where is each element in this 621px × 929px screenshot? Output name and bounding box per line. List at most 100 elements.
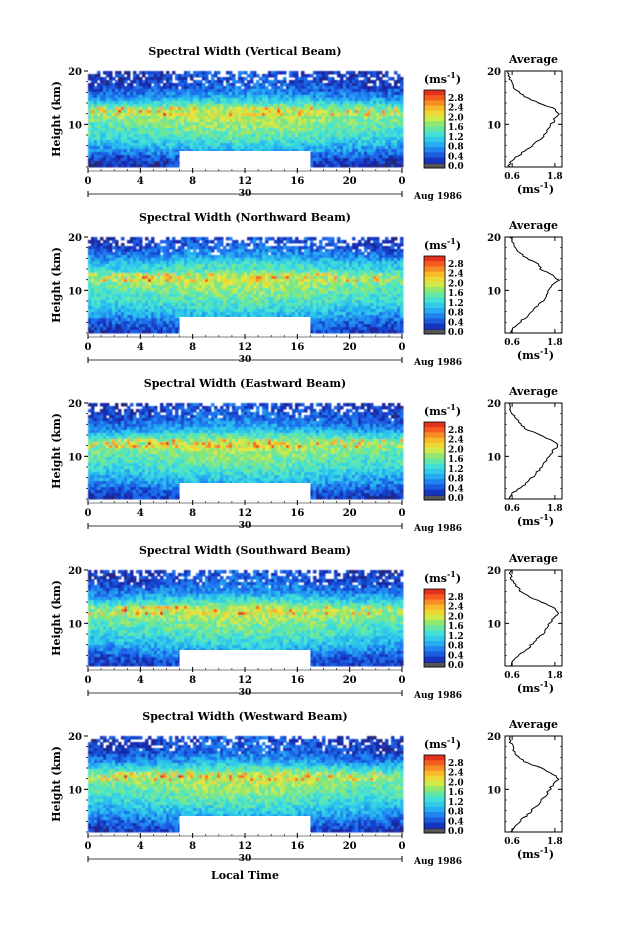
heatmap-cell — [91, 240, 95, 244]
heatmap-cell — [199, 71, 203, 75]
heatmap-cell — [238, 110, 242, 114]
heatmap-cell — [127, 161, 131, 165]
heatmap-cell — [331, 107, 335, 111]
heatmap-cell — [355, 107, 359, 111]
heatmap-cell — [238, 74, 242, 78]
heatmap-cell — [172, 110, 176, 114]
heatmap-cell — [133, 98, 137, 102]
heatmap-cell — [328, 80, 332, 84]
heatmap-cell — [214, 113, 218, 117]
heatmap-cell — [322, 285, 326, 289]
heatmap-cell — [157, 119, 161, 123]
heatmap-cell — [361, 95, 365, 99]
heatmap-cell — [118, 134, 122, 138]
heatmap-cell — [97, 101, 101, 105]
heatmap-cell — [343, 285, 347, 289]
heatmap-cell — [331, 146, 335, 150]
heatmap-cell — [130, 107, 134, 111]
heatmap-cell — [304, 95, 308, 99]
heatmap-cell — [193, 98, 197, 102]
heatmap-cell — [286, 110, 290, 114]
heatmap-cell — [172, 155, 176, 159]
heatmap-cell — [394, 258, 398, 262]
heatmap-cell — [277, 261, 281, 265]
heatmap-cell — [325, 71, 329, 75]
heatmap-cell — [397, 161, 401, 165]
heatmap-cell — [259, 282, 263, 286]
heatmap-cell — [253, 240, 257, 244]
heatmap-cell — [160, 255, 164, 259]
heatmap-cell — [349, 74, 353, 78]
heatmap-cell — [307, 267, 311, 271]
heatmap-cell — [310, 125, 314, 129]
heatmap-cell — [391, 119, 395, 123]
heatmap-cell — [193, 128, 197, 132]
heatmap-cell — [382, 107, 386, 111]
heatmap-cell — [349, 270, 353, 274]
heatmap-cell — [313, 71, 317, 75]
heatmap-cell — [100, 128, 104, 132]
heatmap-cell — [340, 131, 344, 135]
heatmap-cell — [97, 273, 101, 277]
heatmap-cell — [172, 279, 176, 283]
heatmap-cell — [313, 267, 317, 271]
heatmap-cell — [112, 131, 116, 135]
heatmap-cell — [112, 158, 116, 162]
heatmap-cell — [220, 270, 224, 274]
heatmap-cell — [265, 246, 269, 250]
heatmap-cell — [103, 110, 107, 114]
heatmap-cell — [280, 134, 284, 138]
heatmap-cell — [94, 237, 98, 241]
heatmap-cell — [211, 134, 215, 138]
heatmap-cell — [388, 158, 392, 162]
heatmap-cell — [352, 285, 356, 289]
heatmap-cell — [112, 119, 116, 123]
heatmap-cell — [172, 161, 176, 165]
heatmap-cell — [358, 116, 362, 120]
heatmap-cell — [247, 276, 251, 280]
heatmap-cell — [130, 119, 134, 123]
heatmap-cell — [241, 252, 245, 256]
heatmap-cell — [340, 282, 344, 286]
heatmap-cell — [331, 104, 335, 108]
heatmap-cell — [121, 98, 125, 102]
heatmap-cell — [253, 71, 257, 75]
heatmap-cell — [190, 143, 194, 147]
heatmap-cell — [271, 86, 275, 90]
heatmap-cell — [118, 98, 122, 102]
heatmap-cell — [157, 285, 161, 289]
heatmap-cell — [268, 113, 272, 117]
heatmap-cell — [337, 264, 341, 268]
heatmap-cell — [181, 119, 185, 123]
heatmap-cell — [238, 264, 242, 268]
heatmap-cell — [94, 101, 98, 105]
heatmap-cell — [343, 80, 347, 84]
heatmap-cell — [274, 255, 278, 259]
heatmap-cell — [316, 276, 320, 280]
heatmap-cell — [322, 125, 326, 129]
heatmap-cell — [382, 155, 386, 159]
heatmap-cell — [322, 237, 326, 241]
heatmap-cell — [97, 243, 101, 247]
heatmap-cell — [241, 128, 245, 132]
heatmap-cell — [235, 276, 239, 280]
heatmap-cell — [271, 279, 275, 283]
heatmap-cell — [262, 267, 266, 271]
heatmap-cell — [331, 261, 335, 265]
heatmap-cell — [361, 131, 365, 135]
heatmap-cell — [130, 258, 134, 262]
heatmap-cell — [211, 131, 215, 135]
heatmap-cell — [334, 249, 338, 253]
heatmap-cell — [160, 110, 164, 114]
heatmap-cell — [178, 101, 182, 105]
heatmap-cell — [394, 83, 398, 87]
heatmap-cell — [103, 261, 107, 265]
heatmap-cell — [196, 128, 200, 132]
heatmap-cell — [217, 237, 221, 241]
heatmap-cell — [274, 131, 278, 135]
heatmap-cell — [184, 92, 188, 96]
colorbar-unit: (ms-1) — [424, 70, 461, 86]
heatmap-cell — [364, 86, 368, 90]
heatmap-cell — [379, 158, 383, 162]
heatmap-cell — [358, 80, 362, 84]
